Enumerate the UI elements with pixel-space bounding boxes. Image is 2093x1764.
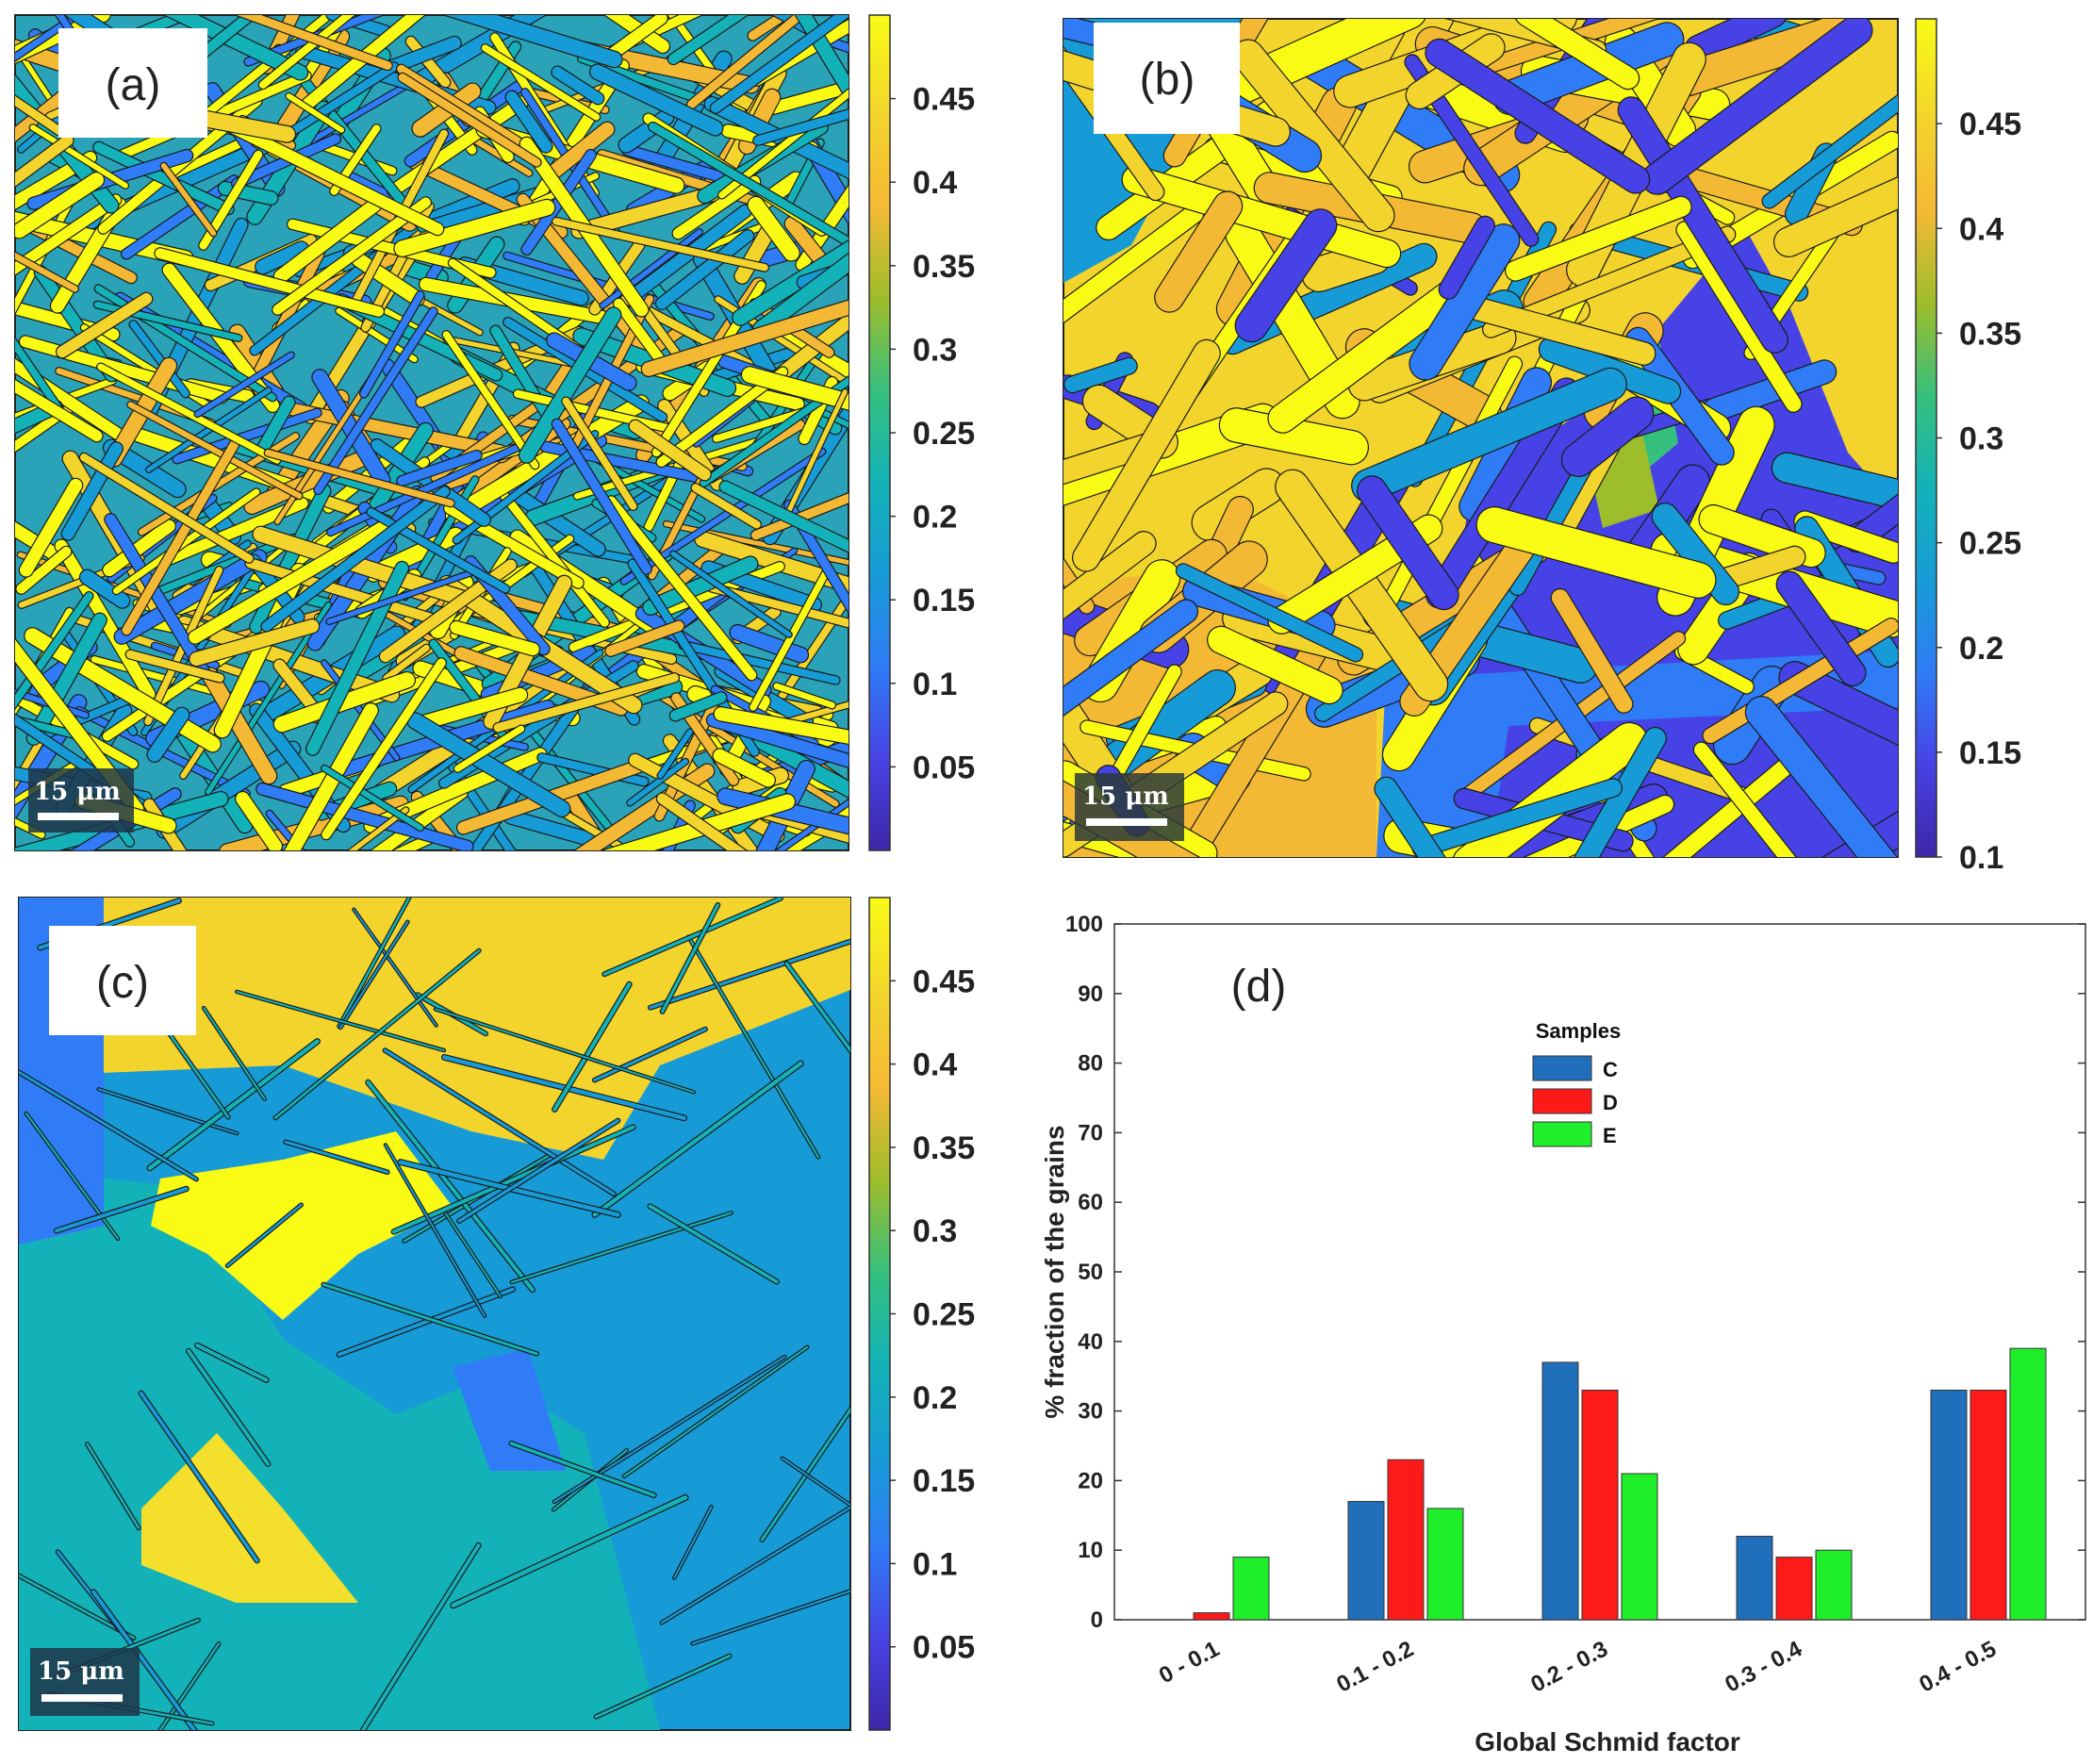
x-tick-label: 0 - 0.1	[1155, 1636, 1224, 1689]
legend: Samples CDE	[1532, 1019, 1622, 1147]
panel-a-label-box	[58, 28, 207, 138]
bar-E-2	[1621, 1473, 1658, 1621]
colorbar-tick-label: 0.05	[913, 1630, 975, 1666]
colorbar-tick-label: 0.35	[913, 249, 975, 285]
bar-E-4	[2009, 1347, 2047, 1621]
panel-c-colorbar: 0.45 0.4 0.35 0.3 0.25 0.2 0.15 0.1 0.05	[868, 897, 975, 1731]
panel-c-scalebar: 15 μm	[30, 1648, 140, 1716]
y-tick-label: 0	[1091, 1607, 1103, 1633]
bar-E-1	[1426, 1508, 1464, 1621]
bar-D-4	[1969, 1389, 2007, 1621]
colorbar-tick-label: 0.4	[913, 1047, 957, 1083]
colorbar-tick-label: 0.1	[913, 1546, 957, 1582]
panel-a-map: 15 μm (a)	[14, 14, 849, 851]
x-axis-label: Global Schmid factor	[1475, 1727, 1740, 1756]
legend-label-C: C	[1603, 1058, 1618, 1081]
bar-C-3	[1736, 1535, 1773, 1621]
colorbar-tick-label: 0.15	[913, 1463, 975, 1499]
panel-c-colorbar-bar	[868, 897, 891, 1731]
bar-D-0	[1193, 1612, 1230, 1621]
colorbar-tick-label: 0.3	[913, 332, 957, 368]
colorbar-tick-label: 0.25	[913, 416, 975, 452]
colorbar-tick-label: 0.05	[913, 750, 975, 785]
colorbar-tick-label: 0.2	[1959, 631, 2003, 667]
panel-b-label: (b)	[1140, 55, 1195, 105]
bar-E-0	[1232, 1557, 1270, 1621]
panel-b-grain-texture	[1063, 19, 1898, 857]
panel-d-chart: (d) 0 10 20 30 40 50 60 70 80 90 100 0 - 0.1 0.1 - …	[1040, 912, 2086, 1756]
colorbar-tick-label: 0.4	[913, 165, 957, 201]
legend-title: Samples	[1536, 1019, 1622, 1043]
bar-E-3	[1815, 1549, 1853, 1621]
colorbar-tick-label: 0.15	[913, 583, 975, 618]
panel-b-colorbar: 0.45 0.4 0.35 0.3 0.25 0.2 0.15 0.1	[1915, 18, 2021, 876]
panel-c-label-box	[49, 926, 196, 1035]
panel-b-scalebar-label: 15 μm	[1082, 783, 1169, 811]
legend-swatch-C	[1532, 1055, 1592, 1081]
panel-a-colorbar: 0.45 0.4 0.35 0.3 0.25 0.2 0.15 0.1 0.05	[868, 14, 975, 851]
panel-c-label: (c)	[96, 958, 149, 1008]
bars	[1193, 1347, 2047, 1621]
colorbar-tick-label: 0.45	[913, 964, 975, 999]
legend-swatch-E	[1532, 1121, 1592, 1147]
colorbar-tick-label: 0.1	[1959, 840, 2003, 876]
bar-D-1	[1387, 1459, 1425, 1621]
colorbar-tick-label: 0.25	[1959, 526, 2021, 562]
x-tick-label: 0.4 - 0.5	[1915, 1636, 2000, 1697]
panel-b-map: 15 μm (b)	[1063, 18, 1899, 858]
x-tick-label: 0.1 - 0.2	[1332, 1636, 1417, 1697]
x-axis: 0 - 0.1 0.1 - 0.2 0.2 - 0.3 0.3 - 0.4 0.4 - …	[1155, 1612, 2001, 1698]
legend-swatch-D	[1532, 1088, 1592, 1114]
y-tick-label: 60	[1078, 1190, 1103, 1215]
y-tick-label: 50	[1078, 1260, 1103, 1285]
panel-a-scalebar: 15 μm	[28, 768, 134, 833]
y-tick-label: 90	[1078, 981, 1103, 1007]
colorbar-tick-label: 0.35	[1959, 316, 2021, 352]
panel-b-colorbar-bar	[1915, 18, 1937, 858]
panel-d-label: (d)	[1231, 962, 1287, 1012]
y-tick-label: 30	[1078, 1399, 1103, 1425]
colorbar-tick-label: 0.15	[1959, 735, 2021, 771]
bar-C-2	[1541, 1361, 1579, 1621]
y-tick-label: 70	[1078, 1120, 1103, 1146]
panel-b-label-box	[1094, 23, 1240, 134]
panel-a-colorbar-bar	[868, 14, 891, 851]
panel-a-label: (a)	[106, 60, 161, 110]
y-tick-label: 80	[1078, 1051, 1103, 1077]
colorbar-tick-label: 0.45	[1959, 107, 2021, 142]
x-tick-label: 0.3 - 0.4	[1721, 1636, 1806, 1697]
y-tick-label: 100	[1065, 912, 1103, 937]
y-tick-label: 20	[1078, 1468, 1103, 1493]
colorbar-tick-label: 0.45	[913, 82, 975, 118]
y-axis: 0 10 20 30 40 50 60 70 80 90 100	[1065, 912, 2085, 1633]
bar-C-4	[1930, 1389, 1968, 1621]
y-tick-label: 40	[1078, 1329, 1103, 1355]
x-tick-label: 0.2 - 0.3	[1526, 1636, 1611, 1697]
y-tick-label: 10	[1078, 1538, 1103, 1563]
colorbar-tick-label: 0.3	[1959, 421, 2003, 457]
colorbar-tick-label: 0.2	[913, 500, 957, 536]
panel-b-scalebar: 15 μm	[1075, 773, 1184, 841]
panel-c-map: 15 μm (c)	[18, 897, 851, 1731]
panel-a-grain-texture	[15, 15, 849, 850]
colorbar-tick-label: 0.25	[913, 1297, 975, 1333]
bar-D-3	[1775, 1557, 1813, 1621]
bar-C-1	[1347, 1501, 1385, 1621]
colorbar-tick-label: 0.3	[913, 1213, 957, 1249]
legend-label-E: E	[1603, 1124, 1617, 1147]
bar-D-2	[1581, 1389, 1619, 1621]
colorbar-tick-label: 0.4	[1959, 211, 2003, 247]
panel-c-scalebar-label: 15 μm	[38, 1657, 124, 1686]
colorbar-tick-label: 0.1	[913, 667, 957, 702]
colorbar-tick-label: 0.35	[913, 1130, 975, 1166]
y-axis-label: % fraction of the grains	[1040, 1125, 1069, 1418]
panel-a-scalebar-label: 15 μm	[34, 778, 121, 806]
colorbar-tick-label: 0.2	[913, 1380, 957, 1416]
legend-label-D: D	[1603, 1091, 1618, 1114]
